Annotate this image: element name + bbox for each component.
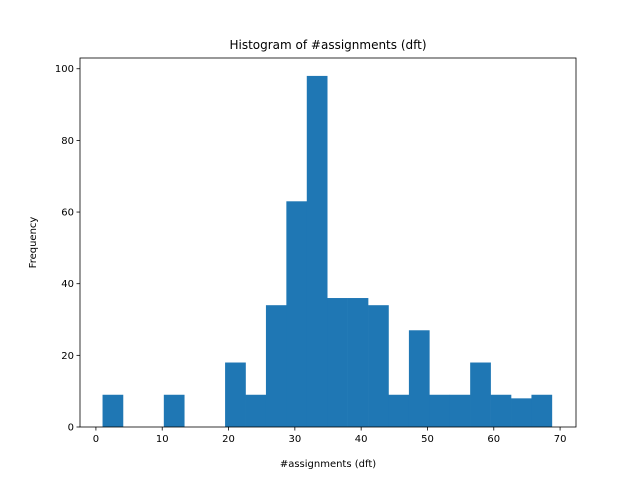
x-tick-label: 0 (93, 434, 99, 445)
histogram-bar (408, 330, 430, 427)
x-tick-label: 30 (288, 434, 301, 445)
y-tick-label: 80 (61, 136, 74, 147)
x-axis-title: #assignments (dft) (280, 459, 376, 470)
histogram-bar (490, 394, 512, 427)
histogram-bar (511, 398, 532, 427)
histogram-bar (449, 394, 471, 427)
plot-frame (79, 57, 577, 428)
histogram-bar (388, 394, 410, 427)
histogram-bar (225, 362, 246, 427)
histogram-bar (306, 75, 328, 427)
histogram-bar (286, 201, 308, 427)
bars-group (102, 75, 553, 427)
histogram-bar (245, 394, 267, 427)
x-tick-label: 40 (355, 434, 368, 445)
histogram-bar (368, 305, 389, 427)
x-tick-label: 50 (421, 434, 434, 445)
histogram-bar (265, 305, 287, 427)
y-axis-ticks: 0 20 40 60 80 100 (55, 64, 80, 434)
histogram-bar (347, 298, 369, 427)
y-tick-label: 40 (61, 279, 74, 290)
histogram-bar (163, 394, 185, 427)
y-tick-label: 60 (61, 208, 74, 219)
x-axis-ticks: 0 10 20 30 40 50 60 70 (93, 427, 567, 445)
histogram-bar (102, 394, 124, 427)
x-tick-label: 10 (156, 434, 169, 445)
x-tick-label: 20 (222, 434, 235, 445)
histogram-bar (470, 362, 491, 427)
y-axis-title: Frequency (28, 217, 39, 269)
chart-title: Histogram of #assignments (dft) (229, 38, 426, 52)
y-tick-label: 100 (55, 64, 74, 75)
y-tick-label: 0 (68, 423, 74, 434)
x-tick-label: 60 (487, 434, 500, 445)
x-tick-label: 70 (554, 434, 567, 445)
histogram-bar (327, 298, 348, 427)
y-tick-label: 20 (61, 351, 74, 362)
histogram-bar (531, 394, 553, 427)
histogram-bar (429, 394, 451, 427)
